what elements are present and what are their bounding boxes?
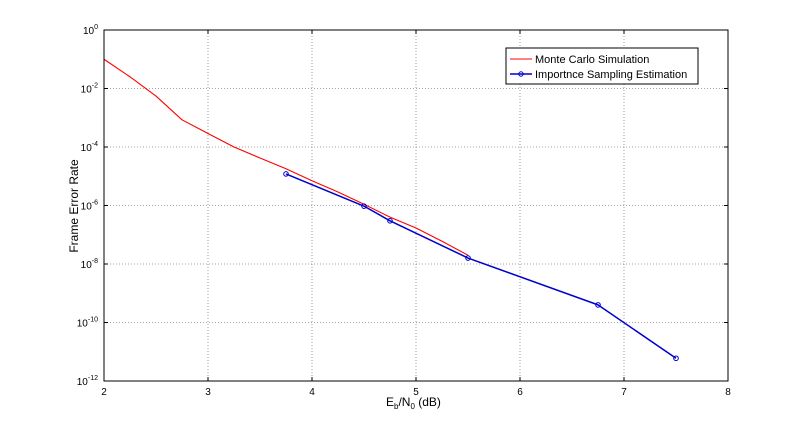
y-axis-label: Frame Error Rate: [67, 159, 81, 253]
x-tick-label: 4: [309, 387, 315, 398]
x-tick-label: 5: [413, 387, 419, 398]
series-line-1: [285, 173, 677, 359]
y-tick-label: 10-2: [81, 83, 98, 96]
series-point-1: [387, 217, 393, 224]
x-axis-label: Eb/N0 (dB): [386, 395, 441, 411]
series-layer: [103, 58, 679, 362]
y-tick-labels: 100 10-2 10-4 10-6 10-8 10-10 10-12: [77, 24, 98, 388]
x-tick-label: 3: [205, 387, 211, 398]
x-tick-label: 7: [621, 387, 627, 398]
series-line-0: [103, 58, 469, 256]
y-tick-label: 10-4: [81, 141, 98, 154]
y-tick-label: 100: [83, 24, 98, 37]
series-point-1: [283, 171, 289, 177]
series-point-1: [465, 255, 471, 261]
x-tick-labels: 2 3 4 5 6 7 8: [101, 387, 731, 398]
ticks: [103, 29, 729, 382]
x-tick-label: 6: [517, 387, 523, 398]
legend-box: [505, 47, 699, 85]
legend-label-importance-sampling: Importnce Sampling Estimation: [535, 69, 687, 81]
legend-marker-importance-sampling: [518, 71, 524, 77]
legend: Monte Carlo Simulation Importnce Samplin…: [505, 47, 699, 85]
y-tick-label: 10-12: [77, 375, 98, 388]
legend-label-monte-carlo: Monte Carlo Simulation: [535, 54, 649, 66]
x-tick-label: 2: [101, 387, 107, 398]
series-point-1: [595, 302, 601, 308]
y-tick-label: 10-6: [81, 200, 98, 213]
series-point-1: [673, 355, 679, 362]
y-tick-label: 10-8: [81, 258, 98, 271]
series-point-1: [361, 203, 367, 209]
y-tick-label: 10-10: [77, 317, 98, 330]
x-tick-label: 8: [725, 387, 731, 398]
